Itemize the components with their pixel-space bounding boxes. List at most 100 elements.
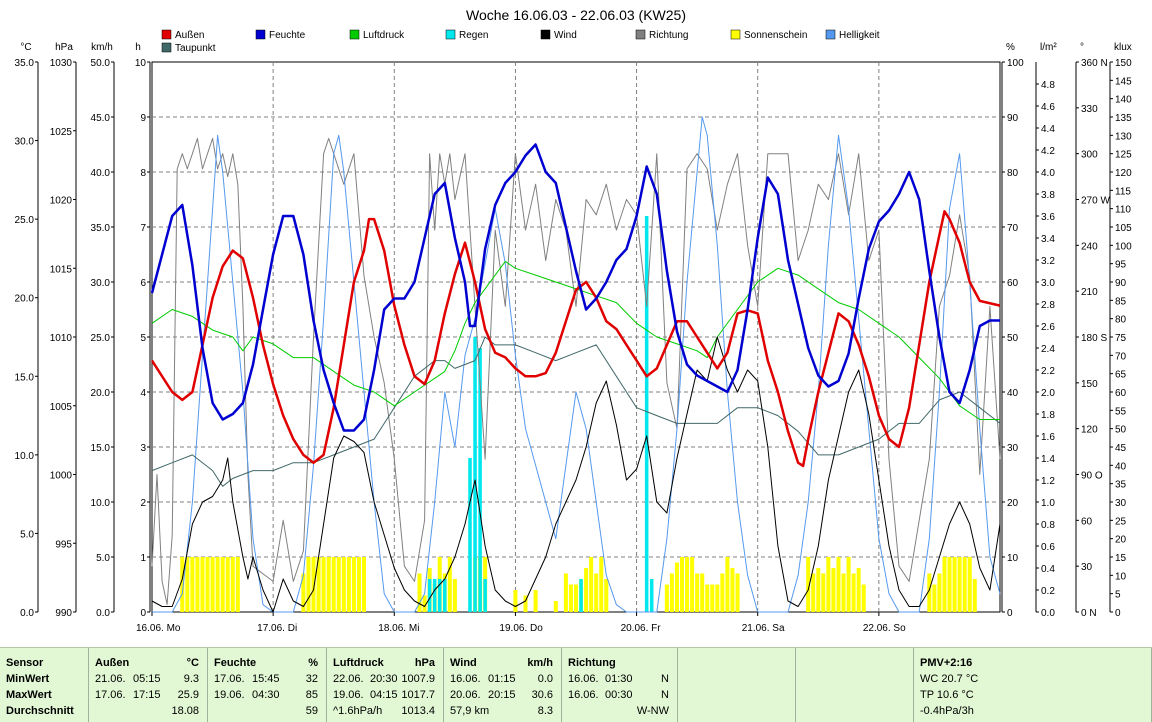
sunshine-bar	[326, 557, 331, 612]
stats-date: 57,9 km	[450, 705, 490, 717]
stats-row: W-NW	[562, 703, 677, 719]
rain-bar	[579, 579, 583, 612]
sunshine-bar	[690, 557, 695, 612]
sunshine-bar	[710, 584, 715, 612]
legend-swatch	[825, 29, 836, 40]
axis-tick-label: 3.6	[1041, 212, 1055, 223]
axis-tick-label: 85	[1115, 296, 1127, 307]
rain-bar	[427, 579, 432, 612]
stats-row: 20.06. 20:15 30.6	[444, 687, 561, 703]
axis-tick-label: 0.0	[96, 608, 110, 619]
axis-tick-label: 30	[1007, 443, 1019, 454]
axis-tick-label: 1.6	[1041, 432, 1055, 443]
axis-tick-label: 95	[1115, 260, 1127, 271]
axis-tick-label: 25.0	[15, 215, 35, 226]
statistics-panel: Sensor MinWert MaxWert Durchschnitt Außen °C 2…	[0, 647, 1152, 722]
sunshine-bar	[553, 601, 558, 612]
sunshine-bar	[851, 573, 856, 612]
axis-tick-label: 1.8	[1041, 410, 1055, 421]
sunshine-bar	[361, 557, 367, 612]
axis-tick-label: 50	[1007, 333, 1019, 344]
axis-tick-label: 3.0	[1041, 278, 1055, 289]
stats-time: 20:15	[488, 689, 516, 701]
sunshine-bar	[210, 557, 215, 612]
sunshine-bar	[725, 557, 730, 612]
axis-tick-label: 65	[1115, 370, 1127, 381]
stats-header	[678, 655, 795, 671]
stats-row: 17.06. 17:15 25.9	[89, 687, 207, 703]
legend-label: Regen	[459, 30, 488, 41]
axis-tick-label: 1030	[50, 58, 73, 69]
stats-row	[678, 703, 795, 719]
axis-tick-label: 30.0	[91, 278, 111, 289]
stats-row: -0.4hPa/3h	[914, 703, 1151, 719]
legend-label: Außen	[175, 30, 204, 41]
sunshine-bar	[306, 557, 311, 612]
stats-value: N	[661, 673, 669, 685]
axis-tick-label: 1.0	[1041, 498, 1055, 509]
axis-tick-label: 995	[55, 539, 72, 550]
sunshine-bar	[215, 557, 220, 612]
wind-line	[151, 336, 1001, 613]
sunshine-bar	[573, 584, 579, 612]
sunshine-bar	[685, 557, 690, 612]
axis-tick-label: 20	[1115, 535, 1127, 546]
legend-swatch	[635, 29, 646, 40]
axis-tick-label: 210	[1081, 287, 1098, 298]
sunshine-bar	[846, 557, 851, 612]
sunshine-bar	[806, 557, 811, 612]
axis-tick-label: 60	[1081, 516, 1093, 527]
sunshine-bar	[533, 590, 538, 612]
stats-header-unit: %	[308, 657, 318, 669]
axis-tick-label: 90	[1115, 278, 1127, 289]
x-tick-label: 21.06. Sa	[742, 623, 785, 634]
axis-tick-label: 55	[1115, 406, 1127, 417]
axis-tick-label: 10	[1007, 553, 1019, 564]
axis-tick-label: 2.4	[1041, 344, 1055, 355]
sunshine-bar	[422, 595, 427, 612]
sunshine-bar	[972, 579, 977, 612]
axis-tick-label: 40.0	[91, 168, 111, 179]
stats-date: 19.06.	[333, 689, 364, 701]
sunshine-bar	[947, 557, 952, 612]
stats-header-title: PMV+2:16	[920, 657, 973, 669]
axis-tick-label: 1	[140, 553, 146, 564]
axis-tick-label: 75	[1115, 333, 1127, 344]
dewpoint-line	[151, 336, 1001, 487]
axis-unit: %	[1006, 42, 1015, 53]
sunshine-bar	[331, 557, 336, 612]
stats-header: Luftdruck hPa	[327, 655, 443, 671]
stats-date: 20.06.	[450, 689, 481, 701]
axis-tick-label: 110	[1115, 205, 1131, 216]
stats-row: 16.06. 01:15 0.0	[444, 671, 561, 687]
axis-unit: l/m²	[1040, 42, 1057, 53]
stats-date: 17.06.	[214, 673, 245, 685]
axis-tick-label: 35	[1115, 480, 1127, 491]
stats-row: MaxWert	[0, 687, 88, 703]
axis-tick-label: 70	[1007, 223, 1019, 234]
stats-row	[796, 703, 913, 719]
sunshine-bar	[962, 557, 967, 612]
stats-value: 85	[305, 689, 318, 701]
axis-tick-label: 1010	[50, 333, 73, 344]
sunshine-bar	[594, 573, 599, 612]
sunshine-bar	[816, 568, 821, 612]
axis-tick-label: 20.0	[91, 388, 111, 399]
sunshine-bar	[311, 557, 316, 612]
stats-time: 15:45	[252, 673, 280, 685]
axis-tick-label: 150	[1115, 58, 1132, 69]
sunshine-bar	[513, 590, 518, 612]
axis-tick-label: 2.8	[1041, 300, 1055, 311]
axis-tick-label: 15.0	[15, 372, 35, 383]
legend-swatch	[161, 42, 172, 53]
sunshine-bar	[346, 557, 351, 612]
axis-tick-label: 100	[1115, 241, 1132, 252]
axis-tick-label: 30	[1081, 562, 1093, 573]
rain-bar	[437, 579, 442, 612]
sunshine-bar	[195, 557, 200, 612]
stats-date: WC 20.7 °C	[920, 673, 979, 685]
axis-tick-label: 40	[1115, 461, 1127, 472]
stats-date: 17.06.	[95, 689, 126, 701]
legend-swatch	[445, 29, 456, 40]
rain-bar	[432, 579, 437, 612]
